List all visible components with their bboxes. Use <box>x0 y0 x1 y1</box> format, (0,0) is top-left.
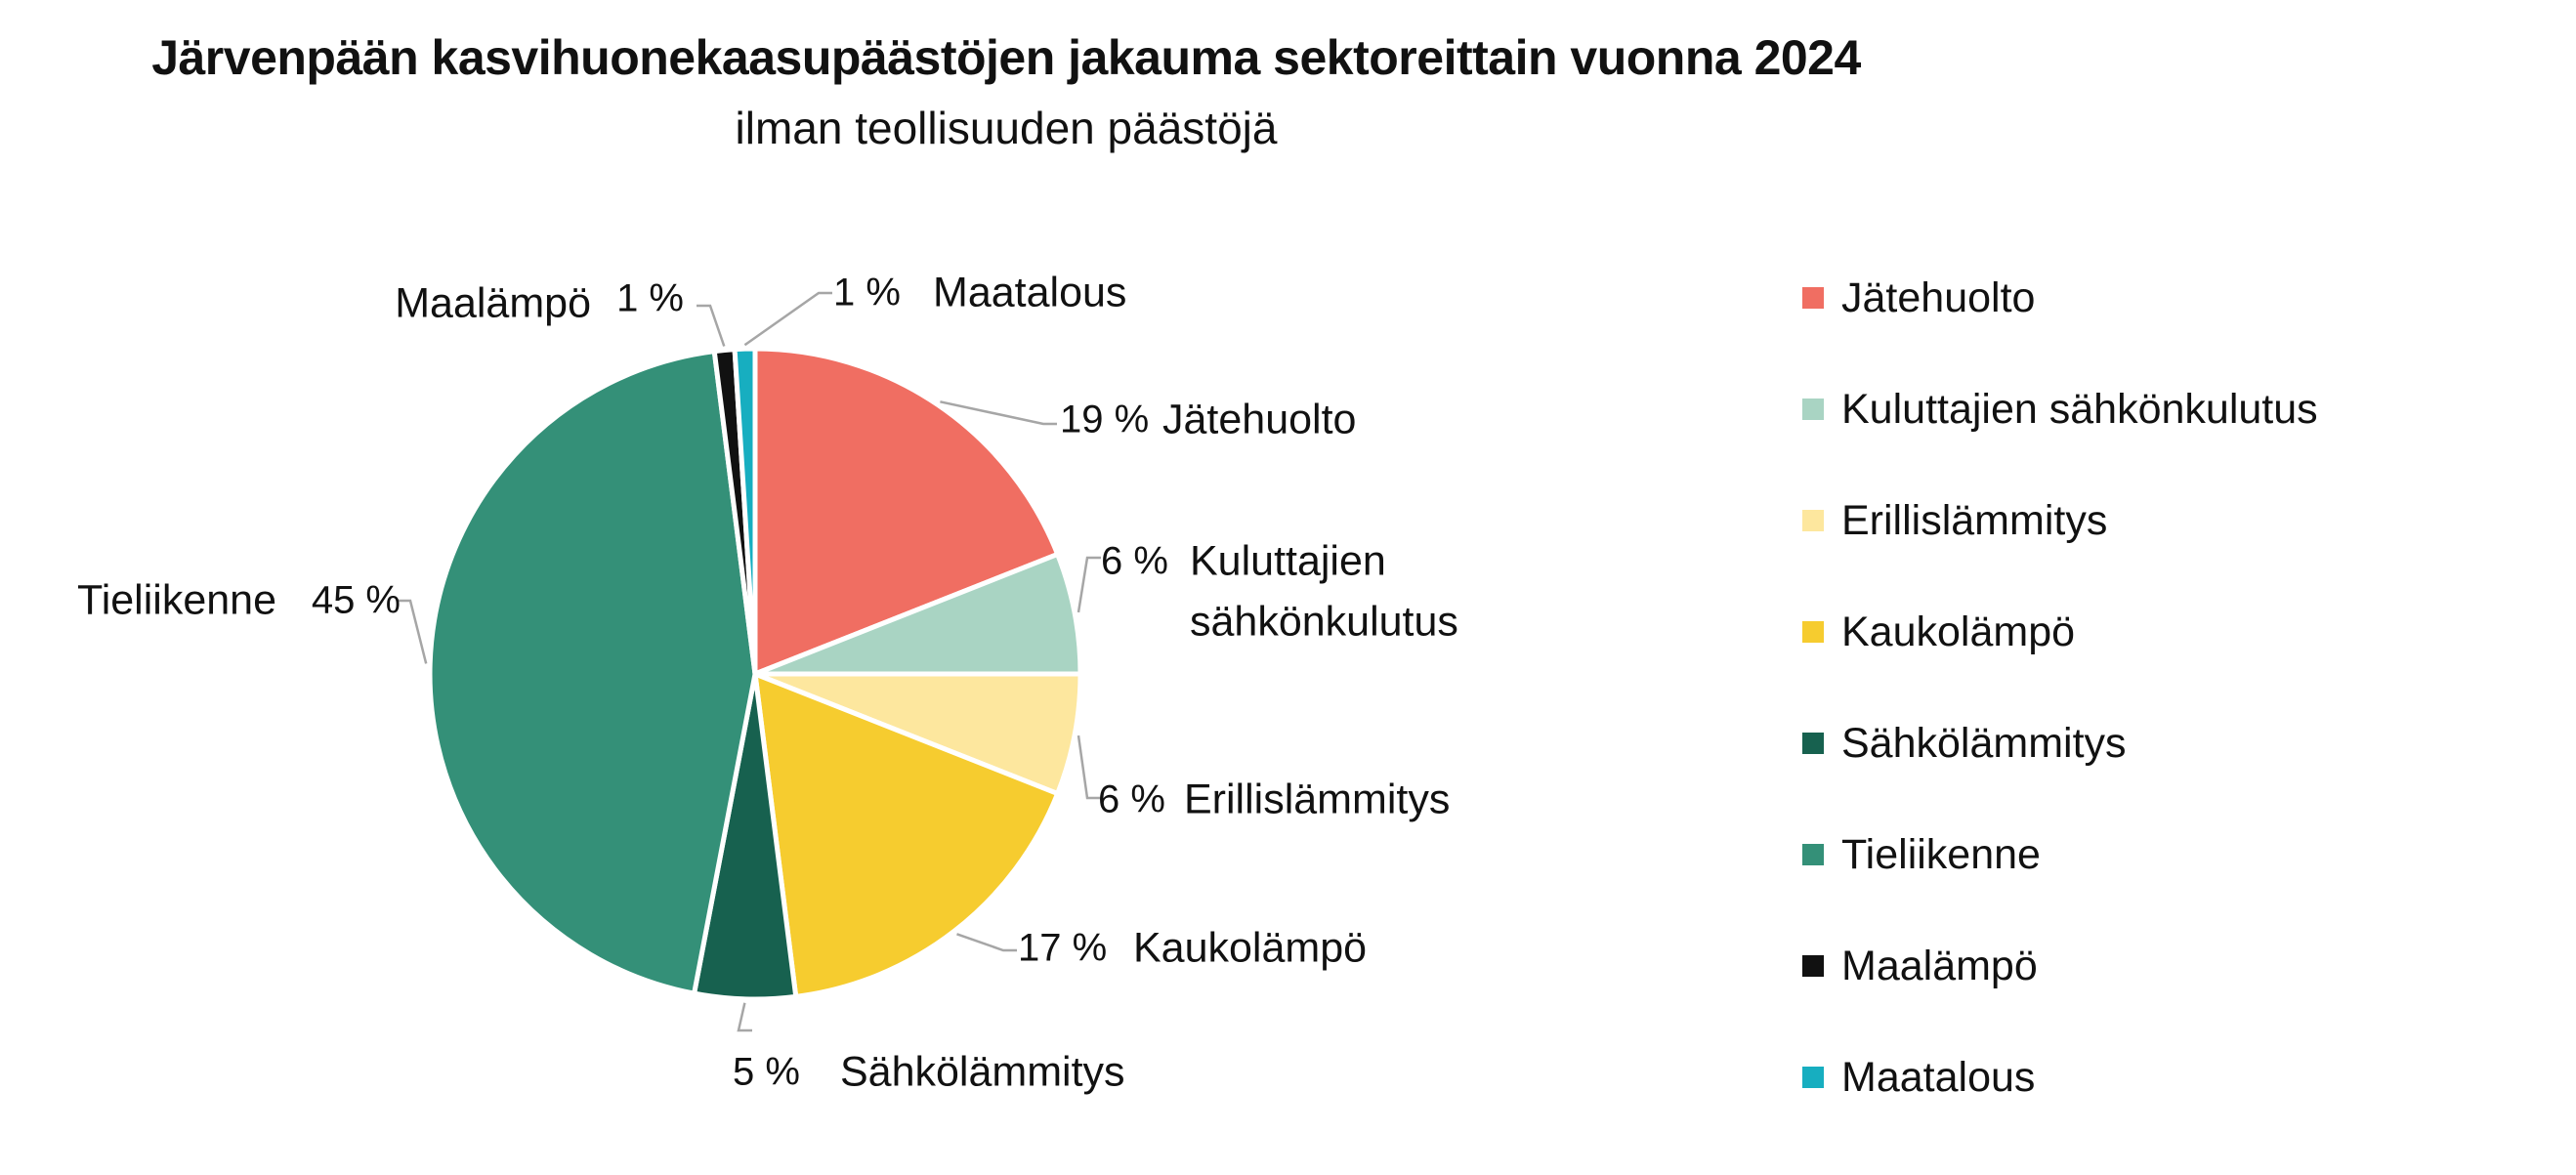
slice-value-label: 45 % <box>312 579 401 622</box>
leader-line <box>1077 734 1101 800</box>
legend-label: Tieliikenne <box>1841 830 2041 878</box>
slice-category-label: sähkönkulutus <box>1190 598 1458 645</box>
legend-label: Maalämpö <box>1841 942 2038 989</box>
legend-swatch <box>1802 510 1824 531</box>
legend-label: Sähkölämmitys <box>1841 719 2127 767</box>
legend-swatch <box>1802 955 1824 977</box>
pie-slices <box>427 346 1083 1002</box>
leader-line <box>940 400 1057 426</box>
leader-line <box>956 933 1017 952</box>
legend: Jätehuolto Kuluttajien sähkönkulutus Eri… <box>1802 242 2318 1133</box>
legend-swatch <box>1802 844 1824 865</box>
legend-swatch <box>1802 1067 1824 1088</box>
legend-swatch <box>1802 621 1824 643</box>
slice-value-label: 1 % <box>616 277 684 320</box>
legend-item: Maalämpö <box>1802 910 2318 1022</box>
slice-category-label: Maatalous <box>933 269 1126 315</box>
legend-swatch <box>1802 287 1824 309</box>
leader-line <box>737 1002 752 1032</box>
leader-line <box>743 291 832 347</box>
chart-title: Järvenpään kasvihuonekaasupäästöjen jaka… <box>151 30 1861 85</box>
legend-item: Kaukolämpö <box>1802 576 2318 688</box>
leader-line <box>1077 556 1101 613</box>
slice-category-label: Maalämpö <box>395 279 591 326</box>
legend-item: Maatalous <box>1802 1022 2318 1133</box>
slice-category-label: Jätehuolto <box>1162 396 1356 442</box>
legend-item: Tieliikenne <box>1802 799 2318 910</box>
legend-label: Kaukolämpö <box>1841 608 2076 655</box>
legend-label: Maatalous <box>1841 1053 2036 1101</box>
pie-slice <box>427 349 758 996</box>
pie-slice <box>732 346 758 677</box>
slice-value-label: 19 % <box>1060 399 1149 441</box>
leader-line <box>397 599 428 664</box>
legend-item: Kuluttajien sähkönkulutus <box>1802 354 2318 465</box>
pie-slice <box>752 671 1061 999</box>
slice-category-label: Kuluttajien <box>1190 537 1386 584</box>
slice-category-label: Erillislämmitys <box>1184 776 1450 822</box>
slice-value-label: 1 % <box>833 272 901 315</box>
legend-item: Erillislämmitys <box>1802 465 2318 576</box>
legend-label: Kuluttajien sähkönkulutus <box>1841 385 2318 433</box>
legend-label: Jätehuolto <box>1841 273 2036 321</box>
legend-swatch <box>1802 399 1824 420</box>
legend-item: Jätehuolto <box>1802 242 2318 354</box>
legend-swatch <box>1802 733 1824 754</box>
slice-value-label: 5 % <box>733 1051 800 1094</box>
slice-category-label: Tieliikenne <box>77 576 276 623</box>
slice-category-label: Kaukolämpö <box>1133 924 1367 971</box>
slice-value-label: 6 % <box>1101 540 1168 583</box>
legend-label: Erillislämmitys <box>1841 496 2108 544</box>
legend-item: Sähkölämmitys <box>1802 688 2318 799</box>
leader-lines <box>397 291 1101 1032</box>
slice-value-label: 6 % <box>1098 778 1165 821</box>
leader-line <box>697 304 726 347</box>
slice-labels: 19 % Jätehuolto 6 % Kuluttajien sähkönkulutu… <box>77 269 1458 1095</box>
slice-category-label: Sähkölämmitys <box>840 1048 1125 1095</box>
slice-value-label: 17 % <box>1018 927 1107 970</box>
pie-slice <box>752 346 1061 677</box>
chart-subtitle: ilman teollisuuden päästöjä <box>735 103 1278 153</box>
